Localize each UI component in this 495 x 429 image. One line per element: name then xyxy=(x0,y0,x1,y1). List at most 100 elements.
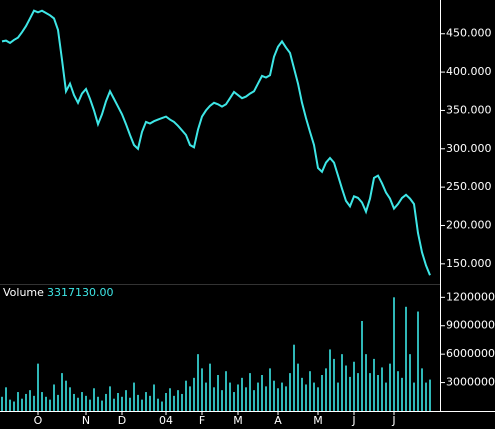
volume-bar xyxy=(337,382,339,411)
volume-value: 3317130.00 xyxy=(47,286,113,299)
volume-bar xyxy=(241,377,243,411)
volume-bar xyxy=(205,382,207,411)
volume-bar xyxy=(33,395,35,411)
volume-bar xyxy=(101,400,103,411)
volume-bar xyxy=(105,393,107,411)
x-tick-label: 04 xyxy=(159,414,173,427)
volume-bar xyxy=(225,371,227,411)
volume-bar xyxy=(429,379,431,411)
volume-tick-label: 6000000 xyxy=(446,347,495,360)
volume-bar xyxy=(281,382,283,411)
volume-bar xyxy=(49,399,51,411)
volume-bar xyxy=(289,373,291,411)
volume-bar xyxy=(45,396,47,411)
volume-bar xyxy=(77,397,79,411)
volume-bar xyxy=(73,393,75,411)
volume-bar xyxy=(129,397,131,411)
volume-bar xyxy=(413,382,415,411)
volume-bar xyxy=(405,306,407,411)
volume-bar xyxy=(189,386,191,411)
volume-bar xyxy=(361,321,363,411)
x-tick-label: D xyxy=(118,414,126,427)
volume-bar xyxy=(121,396,123,411)
volume-bar xyxy=(65,380,67,411)
volume-bar xyxy=(309,371,311,411)
volume-tick-label: 12000000 xyxy=(446,290,495,303)
volume-bar xyxy=(85,395,87,411)
volume-bar xyxy=(381,367,383,411)
volume-bar xyxy=(109,386,111,411)
volume-bar xyxy=(365,354,367,411)
y-tick-label: 300.000 xyxy=(446,142,492,155)
volume-bar xyxy=(213,387,215,411)
volume-bar xyxy=(201,368,203,411)
y-tick-label: 200.000 xyxy=(446,218,492,231)
volume-bar xyxy=(113,398,115,411)
x-tick-label: A xyxy=(274,414,282,427)
volume-bar xyxy=(297,363,299,411)
y-tick-label: 400.000 xyxy=(446,65,492,78)
volume-bar xyxy=(69,387,71,411)
volume-bar xyxy=(425,382,427,411)
volume-bar xyxy=(93,388,95,411)
volume-bar xyxy=(193,377,195,411)
volume-bar xyxy=(273,380,275,411)
volume-tick-label: 9000000 xyxy=(446,319,495,332)
volume-bar xyxy=(341,354,343,411)
volume-bar xyxy=(149,395,151,411)
volume-bar xyxy=(117,393,119,411)
volume-bar xyxy=(401,377,403,411)
volume-bar xyxy=(53,384,55,411)
volume-bar xyxy=(153,384,155,411)
volume-bar xyxy=(5,387,7,411)
volume-bar xyxy=(257,382,259,411)
volume-bar xyxy=(145,392,147,411)
volume-bar xyxy=(125,390,127,411)
volume-bar xyxy=(197,354,199,411)
volume-bar xyxy=(329,349,331,411)
volume-bar xyxy=(97,396,99,411)
volume-bar xyxy=(61,373,63,411)
volume-bar xyxy=(353,361,355,411)
x-tick-label: O xyxy=(34,414,43,427)
volume-bar xyxy=(157,398,159,411)
volume-bar xyxy=(253,390,255,411)
volume-bar xyxy=(269,368,271,411)
volume-bar xyxy=(421,368,423,411)
volume-bar xyxy=(41,392,43,411)
volume-bar xyxy=(313,382,315,411)
volume-bar xyxy=(81,392,83,411)
volume-bar xyxy=(209,363,211,411)
volume-bar xyxy=(417,311,419,411)
y-tick-label: 250.000 xyxy=(446,180,492,193)
volume-bar xyxy=(321,375,323,411)
volume-bar xyxy=(317,387,319,411)
price-line xyxy=(1,9,431,276)
volume-bar xyxy=(409,354,411,411)
x-tick-label: N xyxy=(82,414,90,427)
volume-bar xyxy=(141,399,143,411)
volume-bar xyxy=(357,373,359,411)
volume-bar xyxy=(9,399,11,411)
volume-bar xyxy=(369,373,371,411)
volume-bar xyxy=(265,386,267,411)
volume-bar xyxy=(57,394,59,411)
volume-bar xyxy=(249,373,251,411)
y-tick-label: 150.000 xyxy=(446,257,492,270)
volume-bar xyxy=(173,395,175,411)
volume-bar xyxy=(229,382,231,411)
volume-bar xyxy=(261,375,263,411)
volume-bar xyxy=(397,371,399,411)
volume-bar xyxy=(245,387,247,411)
volume-bar xyxy=(233,392,235,411)
volume-bar xyxy=(389,363,391,411)
y-tick-label: 450.000 xyxy=(446,27,492,40)
volume-bar xyxy=(377,375,379,411)
volume-bar xyxy=(185,380,187,411)
volume-bar xyxy=(345,365,347,411)
volume-bar xyxy=(373,358,375,411)
volume-bar xyxy=(25,393,27,411)
volume-bar xyxy=(89,399,91,411)
